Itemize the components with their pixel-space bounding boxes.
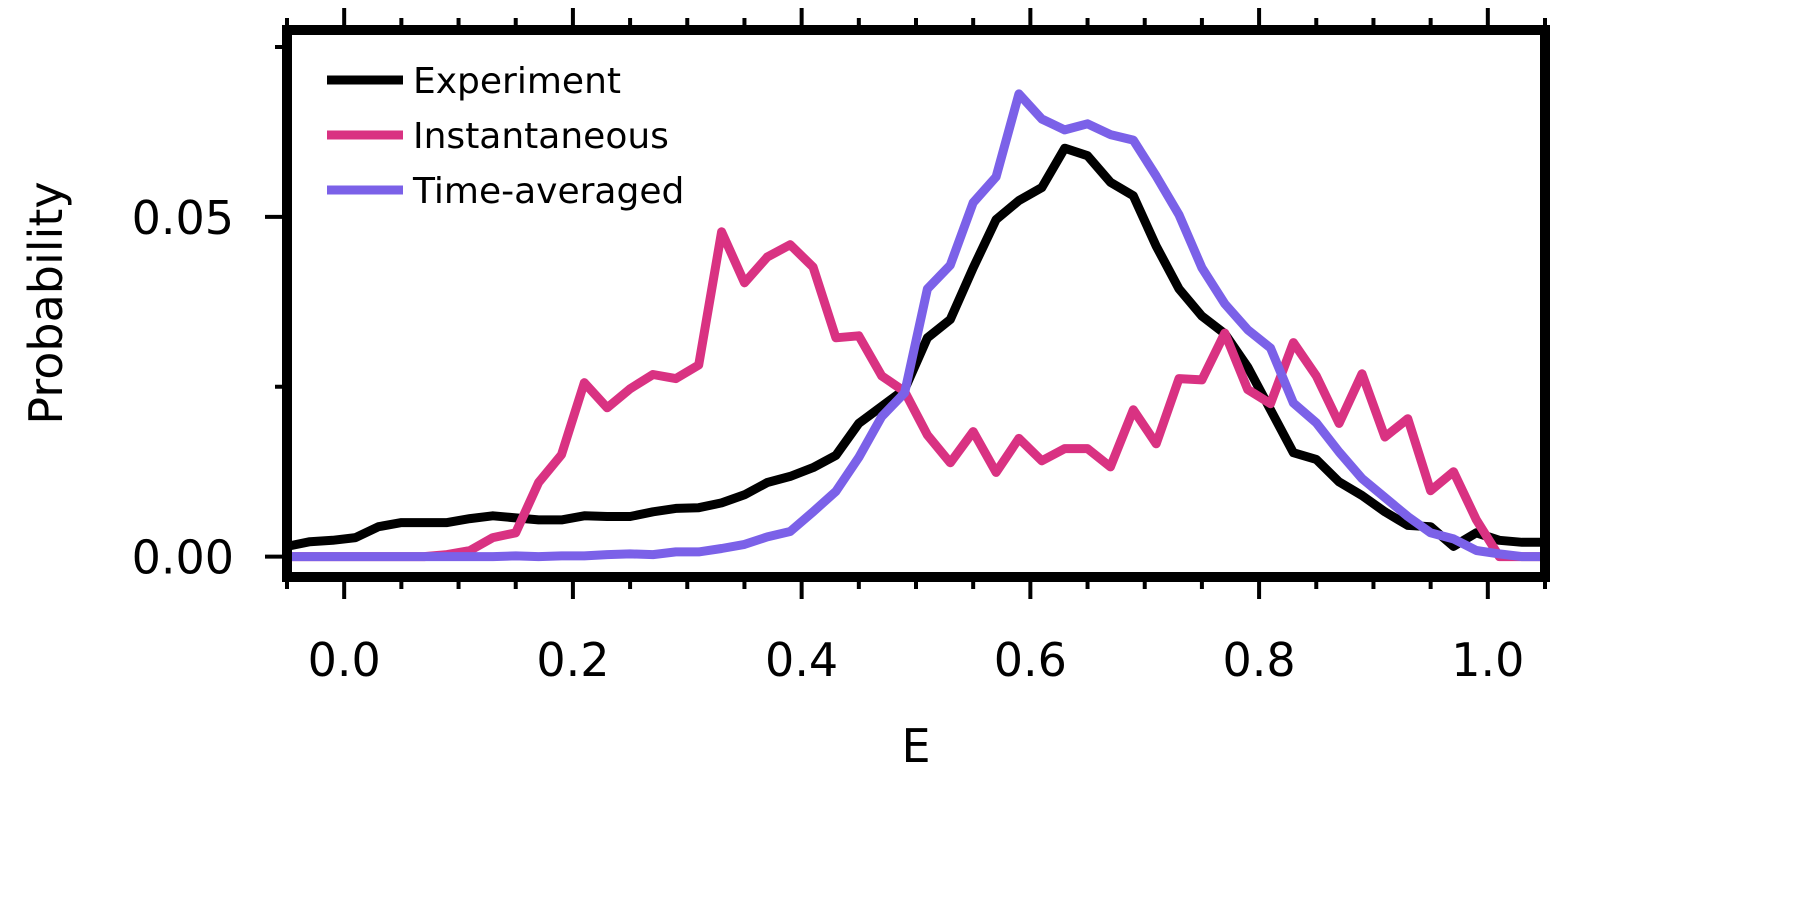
series-line-time-averaged	[287, 89, 1545, 562]
x-tick-label: 0.2	[536, 633, 609, 687]
legend: Experiment Instantaneous Time-averaged	[327, 61, 684, 212]
plot-frame	[282, 25, 1550, 582]
x-axis-label: E	[901, 719, 930, 773]
legend-label: Instantaneous	[413, 116, 669, 157]
y-axis-label: Probability	[19, 181, 73, 424]
y-tick-label: 0.05	[132, 191, 234, 245]
legend-label: Experiment	[413, 61, 621, 102]
x-tick-label: 0.0	[308, 633, 381, 687]
tick-labels: 0.0 0.2 0.4 0.6 0.8 1.0 0.00 0.05	[132, 191, 1525, 687]
x-tick-label: 0.6	[994, 633, 1067, 687]
x-tick-label: 0.8	[1223, 633, 1296, 687]
series-line-instantaneous	[287, 227, 1545, 562]
y-tick-label: 0.00	[132, 531, 234, 585]
series-lines	[286, 89, 1545, 562]
x-tick-label: 1.0	[1451, 633, 1524, 687]
legend-label: Time-averaged	[412, 171, 684, 212]
series-line-experiment	[286, 143, 1545, 551]
x-tick-label: 0.4	[765, 633, 838, 687]
